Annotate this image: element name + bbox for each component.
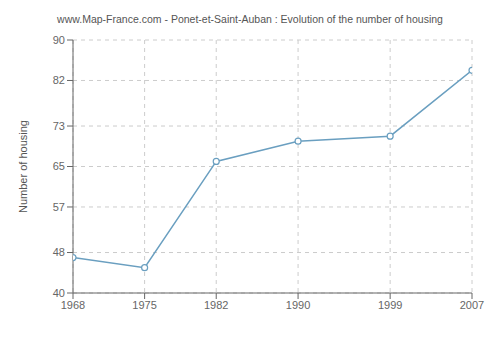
html-text:www.Map-France.com - Ponet-et-: www.Map-France.com - Ponet-et-Saint-Auba…	[57, 13, 443, 25]
svg-text:1982: 1982	[204, 299, 228, 311]
svg-text:2007: 2007	[460, 299, 484, 311]
svg-text:48: 48	[53, 246, 65, 258]
svg-text:73: 73	[53, 120, 65, 132]
svg-text:57: 57	[53, 201, 65, 213]
svg-text:65: 65	[53, 160, 65, 172]
svg-text:82: 82	[53, 74, 65, 86]
svg-text:1990: 1990	[286, 299, 310, 311]
svg-text:90: 90	[53, 34, 65, 46]
svg-text:1968: 1968	[61, 299, 85, 311]
svg-text:Number of housing: Number of housing	[17, 120, 29, 213]
svg-text:1999: 1999	[378, 299, 402, 311]
svg-text:1975: 1975	[132, 299, 156, 311]
svg-text:40: 40	[53, 287, 65, 299]
